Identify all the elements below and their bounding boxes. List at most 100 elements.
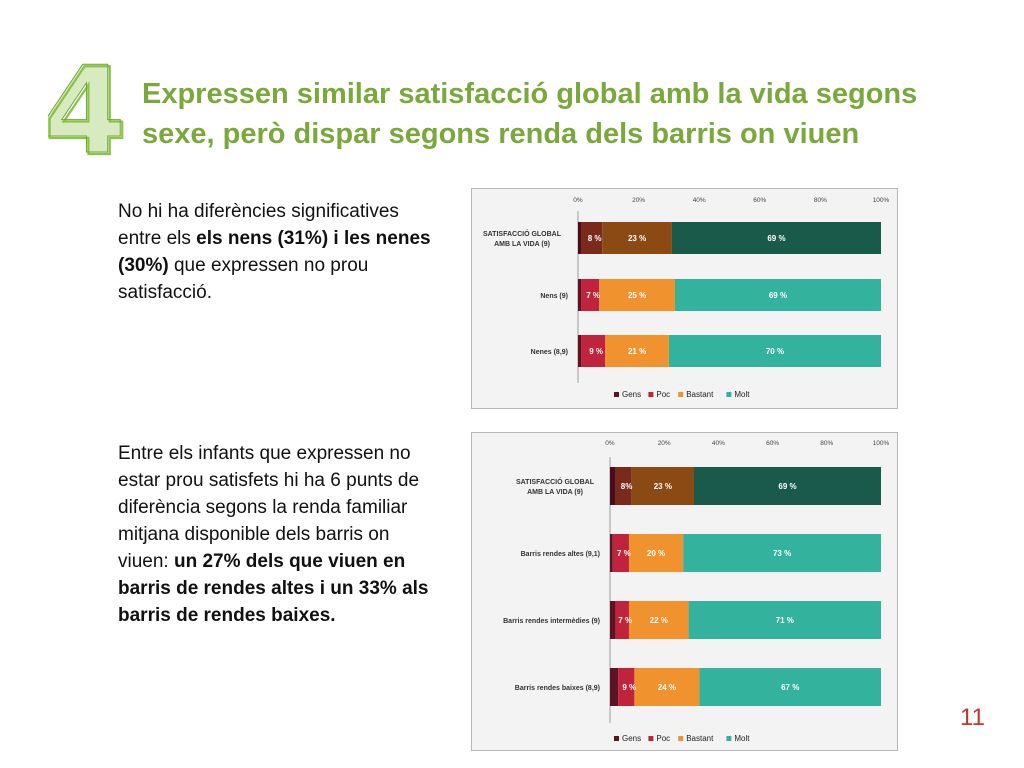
bar-segment-bastant <box>605 335 669 367</box>
data-label: 67 % <box>781 683 799 692</box>
legend-label-poc: Poc <box>656 734 670 743</box>
bar-segment-bastant <box>628 534 684 572</box>
legend-swatch-bastant <box>678 392 684 397</box>
data-label: 69 % <box>767 234 785 243</box>
bar-segment-gens <box>610 601 616 639</box>
data-label: 23 % <box>628 234 646 243</box>
x-tick-label: 60% <box>766 440 779 447</box>
x-tick-label: 0% <box>605 440 615 447</box>
x-tick-label: 80% <box>820 440 833 447</box>
legend-label-bastant: Bastant <box>686 734 714 743</box>
bar-segment-bastant <box>631 467 695 505</box>
x-tick-label: 0% <box>573 197 583 204</box>
bar-segment-molt <box>671 222 881 254</box>
bar-segment-molt <box>694 467 881 505</box>
chart-satisfaction-by-income: 0% 20% 40% 60% 80% 100% 8% 23 % 69 % SATISFACCIÓ … <box>471 432 898 751</box>
legend-label-molt: Molt <box>734 734 750 743</box>
category-label: Barris rendes baixes (8,9) <box>515 685 600 692</box>
legend-swatch-molt <box>726 736 732 741</box>
data-label: 9 % <box>589 347 603 356</box>
bar-segment-bastant <box>602 222 672 254</box>
bar-segment-molt <box>674 279 881 311</box>
data-label: 8% <box>621 482 633 491</box>
x-tick-label: 60% <box>753 197 766 204</box>
paragraph-gender-text-2: que expressen no prou satisfacció. <box>118 255 369 303</box>
legend-swatch-gens <box>614 736 619 741</box>
legend-swatch-poc <box>648 736 654 741</box>
bar-segment-gens <box>610 668 619 706</box>
category-label: SATISFACCIÓ GLOBAL <box>483 229 562 238</box>
bar-segment-gens <box>610 534 613 572</box>
category-label: Nenes (8,9) <box>531 349 568 356</box>
number-four-graphic: 4 4 <box>48 58 124 162</box>
bar-segment-poc <box>612 534 629 572</box>
bar-segment-molt <box>699 668 881 706</box>
data-label: 7 % <box>617 549 631 558</box>
data-label: 8 % <box>588 234 602 243</box>
paragraph-income: Entre els infants que expressen no estar… <box>118 440 438 629</box>
bar-segment-molt <box>683 534 881 572</box>
paragraph-gender: No hi ha diferències significatives entr… <box>118 198 438 306</box>
bar-segment-poc <box>581 335 606 367</box>
bar-segment-molt <box>688 601 881 639</box>
paragraph-income-text-1: Entre els infants que expressen no estar… <box>118 443 420 572</box>
category-label: AMB LA VIDA (9) <box>494 241 550 248</box>
bar-segment-poc <box>615 601 629 639</box>
bar-segment-bastant <box>634 668 700 706</box>
category-label: Nens (9) <box>540 293 568 300</box>
bar-segment-poc <box>618 668 635 706</box>
data-label: 7 % <box>618 616 632 625</box>
x-tick-label: 20% <box>658 440 671 447</box>
svg-text:4: 4 <box>48 58 124 162</box>
legend-swatch-molt <box>726 392 732 397</box>
bar-segment-bastant <box>628 601 689 639</box>
legend-label-gens: Gens <box>622 390 641 399</box>
data-label: 24 % <box>658 683 676 692</box>
legend-label-gens: Gens <box>622 734 641 743</box>
data-label: 73 % <box>773 549 791 558</box>
legend-swatch-bastant <box>678 736 684 741</box>
bar-segment-poc <box>581 222 603 254</box>
slide-title: Expressen similar satisfacció global amb… <box>142 78 918 150</box>
data-label: 69 % <box>769 291 787 300</box>
category-label: Barris rendes intermèdies (9) <box>503 618 600 625</box>
page-number: 11 <box>960 704 985 731</box>
data-label: 20 % <box>647 549 665 558</box>
chart-satisfaction-by-sex: 0% 20% 40% 60% 80% 100% 8 % 23 % 69 % SATISFACCIÓ… <box>471 188 898 409</box>
x-tick-label: 40% <box>693 197 706 204</box>
legend-label-poc: Poc <box>656 390 670 399</box>
data-label: 70 % <box>766 347 784 356</box>
data-label: 22 % <box>650 616 668 625</box>
x-tick-label: 20% <box>632 197 645 204</box>
bar-segment-gens <box>610 467 616 505</box>
category-label: AMB LA VIDA (9) <box>527 489 583 496</box>
bar-segment-bastant <box>599 279 675 311</box>
x-tick-label: 80% <box>814 197 827 204</box>
paragraph-gender-bold: els nens (31%) i les nenes (30%) <box>118 228 431 276</box>
data-label: 23 % <box>654 482 672 491</box>
legend-swatch-gens <box>614 392 619 397</box>
chart-satisfaction-by-sex-svg: 0% 20% 40% 60% 80% 100% 8 % 23 % 69 % SATISFACCIÓ… <box>483 197 890 399</box>
bar-segment-poc <box>615 467 632 505</box>
bar-segment-molt <box>668 335 881 367</box>
x-tick-label: 100% <box>873 197 890 204</box>
bar-segment-gens <box>578 222 582 254</box>
bar-segment-poc <box>581 279 600 311</box>
svg-text:4: 4 <box>48 58 124 162</box>
x-tick-label: 40% <box>712 440 725 447</box>
legend-label-molt: Molt <box>734 390 750 399</box>
data-label: 69 % <box>778 482 796 491</box>
category-label: SATISFACCIÓ GLOBAL <box>516 477 595 486</box>
data-label: 71 % <box>776 616 794 625</box>
x-tick-label: 100% <box>873 440 890 447</box>
data-label: 21 % <box>628 347 646 356</box>
data-label: 9 % <box>622 683 636 692</box>
legend-label-bastant: Bastant <box>686 390 714 399</box>
paragraph-gender-text-1: No hi ha diferències significatives entr… <box>118 201 399 249</box>
chart-satisfaction-by-income-svg: 0% 20% 40% 60% 80% 100% 8% 23 % 69 % SATISFACCIÓ … <box>503 440 890 743</box>
bar-segment-gens <box>578 335 582 367</box>
paragraph-income-bold: un 27% dels que viuen en barris de rende… <box>118 551 429 626</box>
legend-swatch-poc <box>648 392 654 397</box>
bar-segment-gens <box>578 279 582 311</box>
data-label: 7 % <box>586 291 600 300</box>
